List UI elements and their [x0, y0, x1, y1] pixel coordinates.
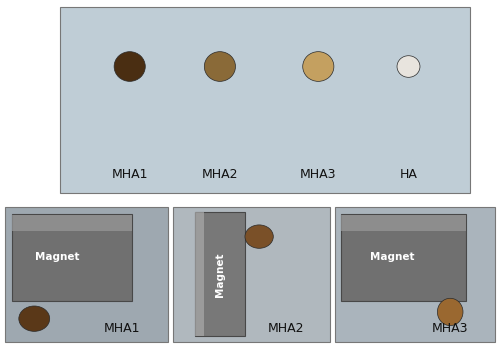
Text: Magnet: Magnet	[370, 252, 415, 262]
Text: MHA2: MHA2	[268, 322, 304, 335]
Bar	[5, 207, 168, 342]
Text: Magnet: Magnet	[215, 252, 225, 296]
Bar	[342, 215, 466, 231]
Text: MHA2: MHA2	[202, 168, 238, 181]
Text: MHA1: MHA1	[104, 322, 140, 335]
Text: Magnet: Magnet	[35, 252, 79, 262]
Bar	[194, 213, 204, 336]
Text: MHA3: MHA3	[432, 322, 469, 335]
Text: MHA1: MHA1	[112, 168, 148, 181]
Bar	[342, 214, 466, 301]
Bar	[335, 207, 495, 342]
Text: HA: HA	[400, 168, 417, 181]
Ellipse shape	[245, 225, 274, 248]
Ellipse shape	[114, 52, 146, 81]
Ellipse shape	[302, 52, 334, 81]
Bar	[172, 207, 330, 342]
Bar	[12, 214, 132, 301]
Text: MHA3: MHA3	[300, 168, 337, 181]
Bar	[194, 213, 245, 336]
Ellipse shape	[204, 52, 236, 81]
Bar	[60, 7, 470, 193]
Ellipse shape	[438, 298, 463, 326]
Ellipse shape	[397, 56, 420, 77]
Ellipse shape	[19, 306, 50, 331]
Bar	[12, 215, 132, 231]
